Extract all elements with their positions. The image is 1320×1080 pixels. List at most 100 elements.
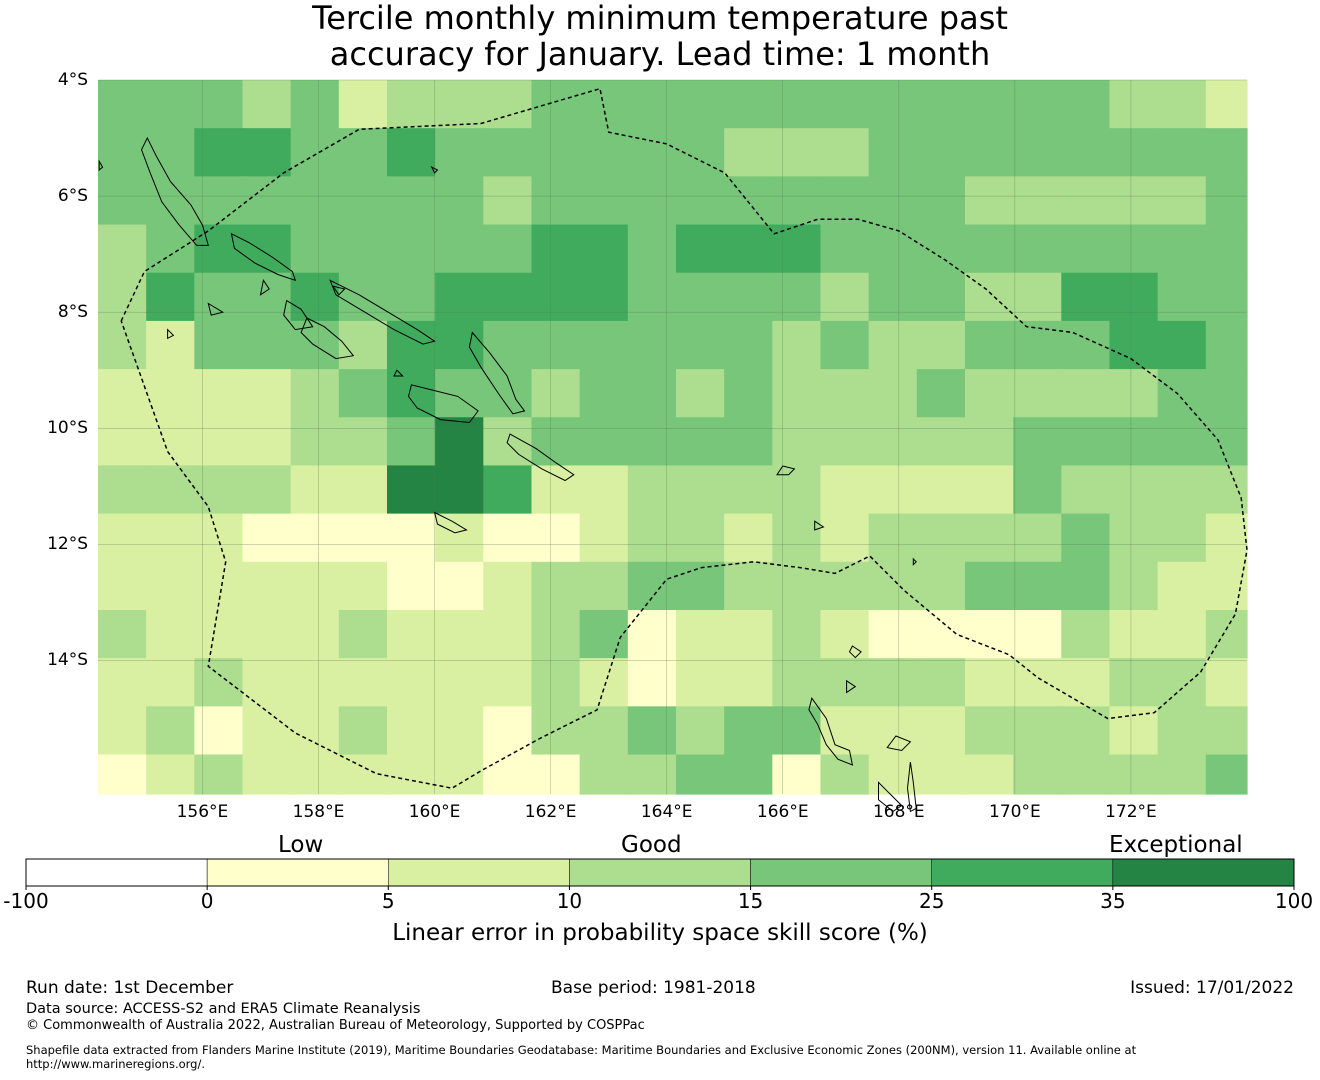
skill-cell xyxy=(1109,224,1159,274)
skill-cell xyxy=(98,320,147,370)
skill-cell xyxy=(1205,465,1248,515)
skill-cell xyxy=(98,658,147,707)
skill-cell xyxy=(1061,754,1111,795)
skill-cell xyxy=(675,272,725,322)
skill-cell xyxy=(242,513,292,563)
longitude-label: 160°E xyxy=(408,802,461,822)
island-coastline xyxy=(808,697,854,766)
skill-cell xyxy=(627,128,677,177)
island-coastline xyxy=(506,433,575,482)
skill-cell xyxy=(1109,80,1159,129)
skill-cell xyxy=(386,272,436,322)
skill-cell xyxy=(627,320,677,370)
skill-cell xyxy=(290,465,340,515)
skill-cell xyxy=(579,561,629,611)
skill-cell xyxy=(868,320,918,370)
latitude-label: 8°S xyxy=(57,302,88,323)
skill-cell xyxy=(1157,80,1207,129)
skill-cell xyxy=(242,417,292,467)
skill-cell xyxy=(675,513,725,563)
island-coastline xyxy=(433,511,468,534)
skill-cell xyxy=(868,513,918,563)
colorbar-tick-label: 0 xyxy=(200,889,214,913)
colorbar-tick-label: 35 xyxy=(1100,889,1126,913)
skill-cell xyxy=(290,561,340,611)
data-source: Data source: ACCESS-S2 and ERA5 Climate … xyxy=(26,1001,421,1017)
colorbar-segment xyxy=(25,858,208,887)
skill-cell xyxy=(242,272,292,322)
skill-cell xyxy=(1013,465,1062,515)
skill-cell xyxy=(820,513,870,563)
skill-cell xyxy=(579,417,629,467)
skill-cell xyxy=(868,272,918,322)
skill-cell xyxy=(1013,320,1062,370)
skill-cell xyxy=(483,658,533,707)
skill-cell xyxy=(483,128,533,177)
skill-cell xyxy=(1109,465,1159,515)
skill-cell xyxy=(1061,224,1111,274)
skill-cell xyxy=(1061,658,1111,707)
skill-cell xyxy=(1013,706,1062,756)
skill-cell xyxy=(290,224,340,274)
skill-cell xyxy=(964,561,1014,611)
skill-cell xyxy=(916,609,966,659)
skill-cell xyxy=(98,561,147,611)
skill-cell xyxy=(579,706,629,756)
skill-cell xyxy=(868,658,918,707)
skill-cell xyxy=(1157,369,1207,418)
skill-cell xyxy=(1013,224,1062,274)
skill-cell xyxy=(1205,369,1248,418)
skill-cell xyxy=(435,272,484,322)
skill-cell xyxy=(1205,513,1248,563)
skill-cell xyxy=(868,609,918,659)
skill-cell xyxy=(98,513,147,563)
skill-cell xyxy=(242,609,292,659)
skill-cell xyxy=(1061,706,1111,756)
skill-cell xyxy=(98,176,147,226)
colorbar-tick-label: 15 xyxy=(737,889,764,913)
colorbar xyxy=(25,858,1295,890)
skill-cell xyxy=(531,465,581,515)
skill-cell xyxy=(627,706,677,756)
skill-cell xyxy=(579,658,629,707)
skill-grid xyxy=(98,80,1248,795)
skill-cell xyxy=(1109,609,1159,659)
skill-cell xyxy=(772,609,822,659)
skill-cell xyxy=(1157,658,1207,707)
longitude-label: 162°E xyxy=(524,802,577,822)
skill-cell xyxy=(146,706,195,756)
skill-cell xyxy=(1205,609,1248,659)
skill-cell xyxy=(1205,80,1248,129)
skill-cell xyxy=(1157,176,1207,226)
skill-cell xyxy=(964,224,1014,274)
skill-cell xyxy=(579,513,629,563)
skill-cell xyxy=(1013,369,1062,418)
skill-cell xyxy=(820,465,870,515)
skill-cell xyxy=(675,658,725,707)
island-coastline xyxy=(878,781,903,813)
skill-cell xyxy=(338,706,388,756)
skill-cell xyxy=(435,513,484,563)
skill-cell xyxy=(1205,320,1248,370)
colorbar-outline xyxy=(25,858,1295,887)
skill-cell xyxy=(1109,754,1159,795)
island-coastline xyxy=(230,232,297,282)
skill-cell xyxy=(627,658,677,707)
skill-cell xyxy=(483,320,533,370)
skill-cell xyxy=(1157,272,1207,322)
graticule xyxy=(98,79,1247,794)
skill-cell xyxy=(290,176,340,226)
skill-cell xyxy=(531,706,581,756)
skill-cell xyxy=(290,80,340,129)
skill-cell xyxy=(435,465,484,515)
skill-cell xyxy=(724,369,773,418)
skill-cell xyxy=(483,513,533,563)
skill-cell xyxy=(146,561,195,611)
skill-cell xyxy=(627,513,677,563)
skill-cell xyxy=(194,176,244,226)
skill-cell xyxy=(627,417,677,467)
skill-cell xyxy=(531,320,581,370)
skill-cell xyxy=(916,417,966,467)
skill-cell xyxy=(386,561,436,611)
island-coastline xyxy=(300,317,355,360)
